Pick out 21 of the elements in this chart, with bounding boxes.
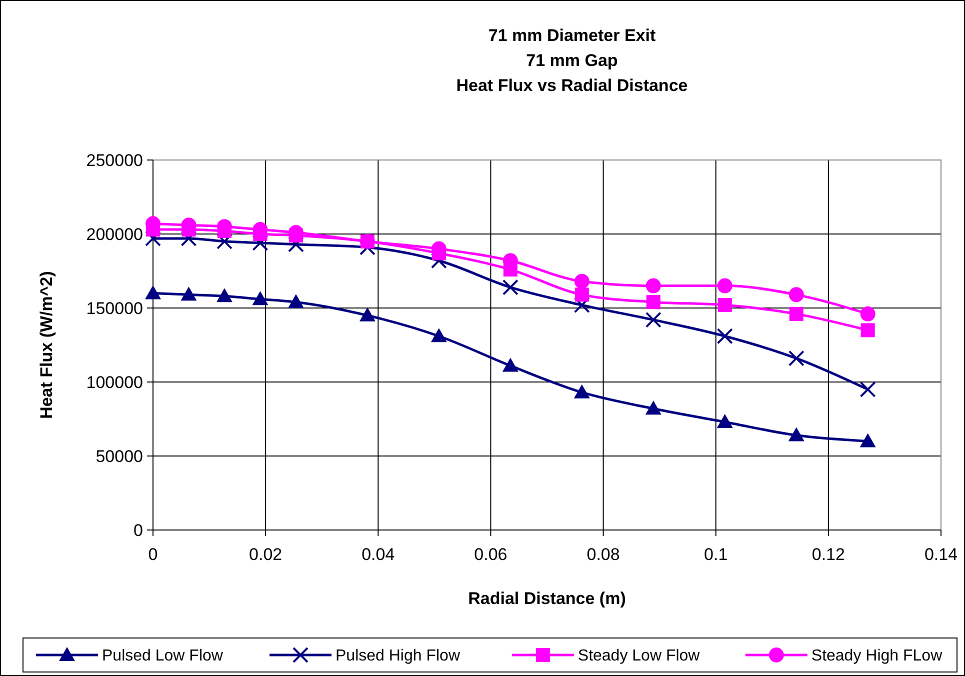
x-tick-label: 0.04 [362,545,395,564]
x-axis-title: Radial Distance (m) [468,589,626,608]
y-tick-label: 50000 [96,446,143,466]
x-tick-label: 0.02 [249,545,282,564]
y-tick-label: 150000 [86,298,143,318]
legend-label: Pulsed Low Flow [102,648,224,665]
x-tick-label: 0.08 [586,545,620,564]
chart-title: 71 mm Diameter Exit 71 mm Gap Heat Flux vs Radial Distance [456,26,688,95]
y-tick-label: 0 [134,520,143,540]
y-axis-title: Heat Flux (W/m^2) [37,271,56,419]
y-tick-label: 100000 [86,372,143,392]
legend-label: Pulsed High Flow [336,648,460,665]
x-tick-label: 0.12 [812,545,845,564]
x-tick-label: 0.06 [474,545,508,564]
y-tick-label: 250000 [86,150,143,170]
x-tick-label: 0.14 [924,545,958,564]
legend-label: Steady High FLow [811,648,943,665]
x-tick-label: 0 [148,545,158,564]
x-tick-label: 0.1 [704,545,728,564]
y-tick-label: 200000 [86,224,143,244]
legend-label: Steady Low Flow [578,648,700,665]
